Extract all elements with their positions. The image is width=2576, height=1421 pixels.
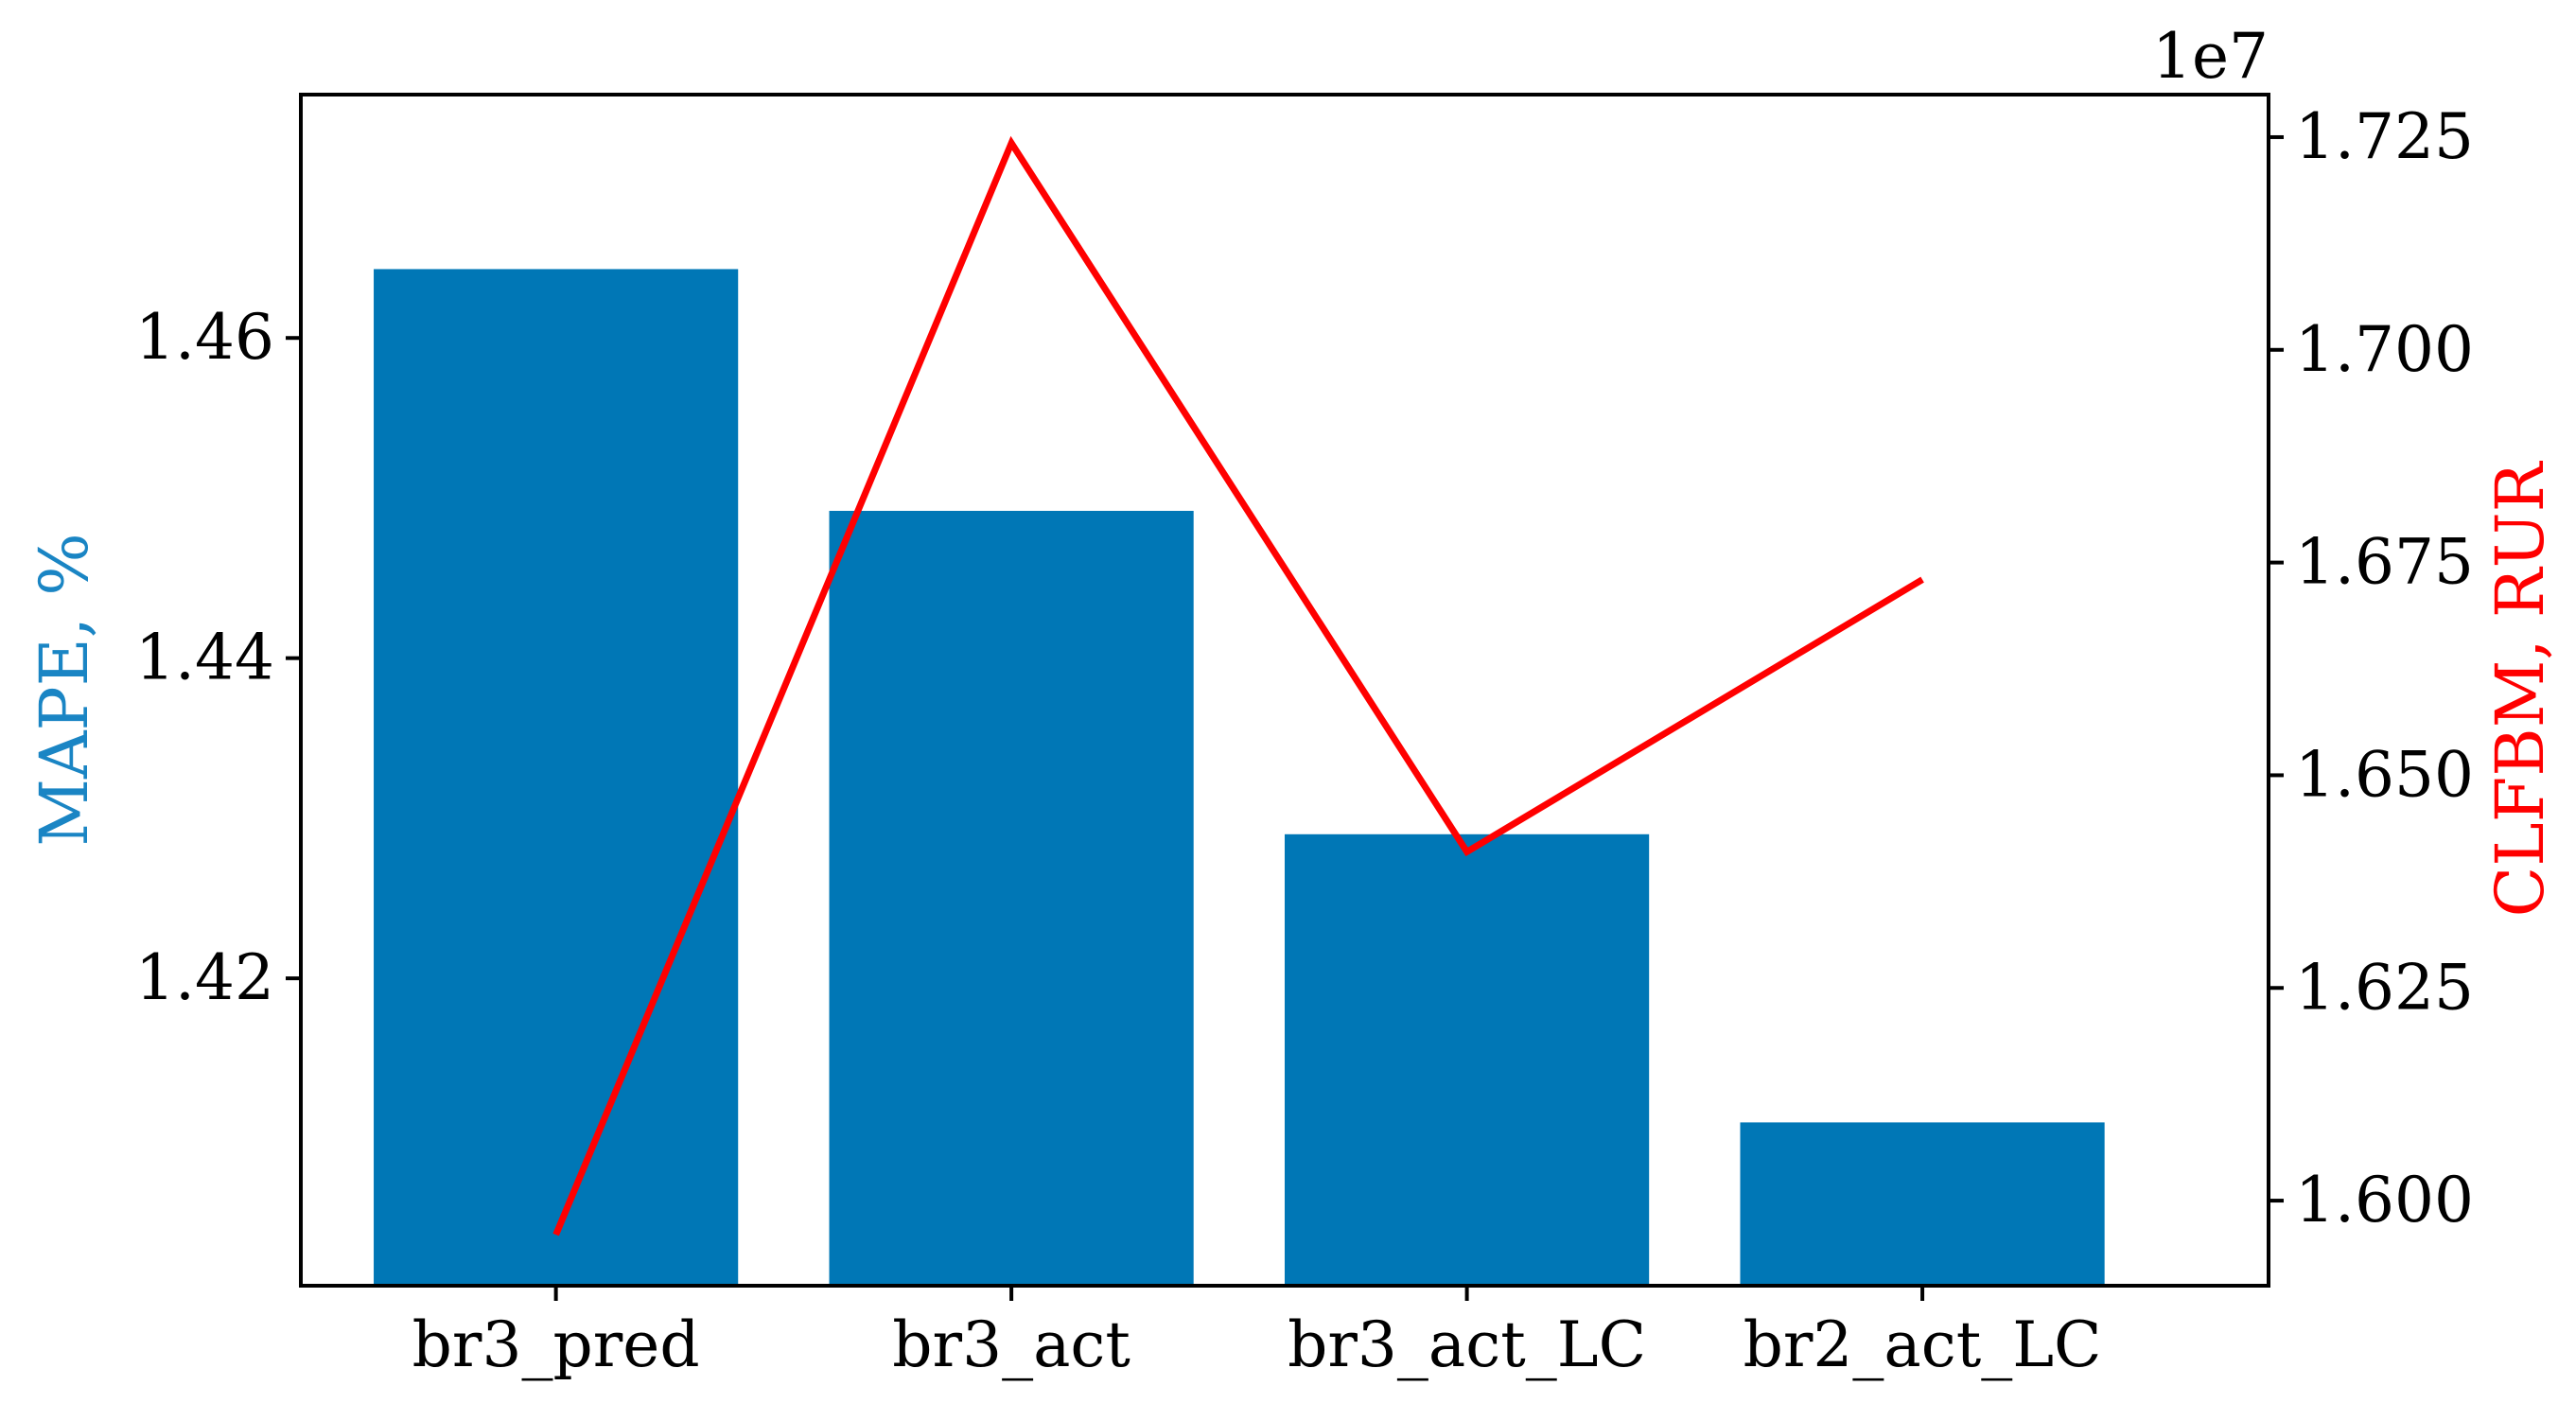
x-tick-label: br3_act <box>892 1308 1130 1381</box>
bar-br3_pred <box>374 269 739 1287</box>
y-right-tick-label: 1.700 <box>2295 313 2474 386</box>
x-axis: br3_pred br3_act br3_act_LC br2_act_LC <box>412 1286 2102 1381</box>
y-right-tick-label: 1.725 <box>2295 100 2474 173</box>
y-left-tick-label: 1.46 <box>135 301 274 374</box>
y-axis-left: 1.42 1.44 1.46 <box>135 301 301 1014</box>
y-right-tick-label: 1.600 <box>2295 1164 2474 1237</box>
y-right-tick-label: 1.625 <box>2295 951 2474 1024</box>
x-tick-label: br2_act_LC <box>1744 1308 2102 1381</box>
y-right-tick-label: 1.675 <box>2295 526 2474 599</box>
bar-br2_act_LC <box>1740 1122 2105 1286</box>
y-axis-left-label: MAPE, % <box>26 533 103 846</box>
y-axis-right-label: CLFBM, RUR <box>2481 460 2559 917</box>
bar-br3_act_LC <box>1285 833 1650 1286</box>
right-axis-offset-label: 1e7 <box>2152 20 2269 93</box>
y-left-tick-label: 1.42 <box>135 941 274 1014</box>
bar-br3_act <box>829 510 1194 1286</box>
plot-frame <box>299 93 2270 1288</box>
line-series <box>552 135 1924 1237</box>
y-right-tick-label: 1.650 <box>2295 738 2474 811</box>
bars-layer <box>374 269 2105 1287</box>
y-axis-right: 1.600 1.625 1.650 1.675 1.700 1.725 <box>2269 100 2474 1237</box>
x-tick-label: br3_act_LC <box>1288 1308 1646 1381</box>
x-tick-label: br3_pred <box>412 1308 700 1381</box>
y-left-tick-label: 1.44 <box>135 622 274 694</box>
line-layer <box>552 135 1924 1237</box>
